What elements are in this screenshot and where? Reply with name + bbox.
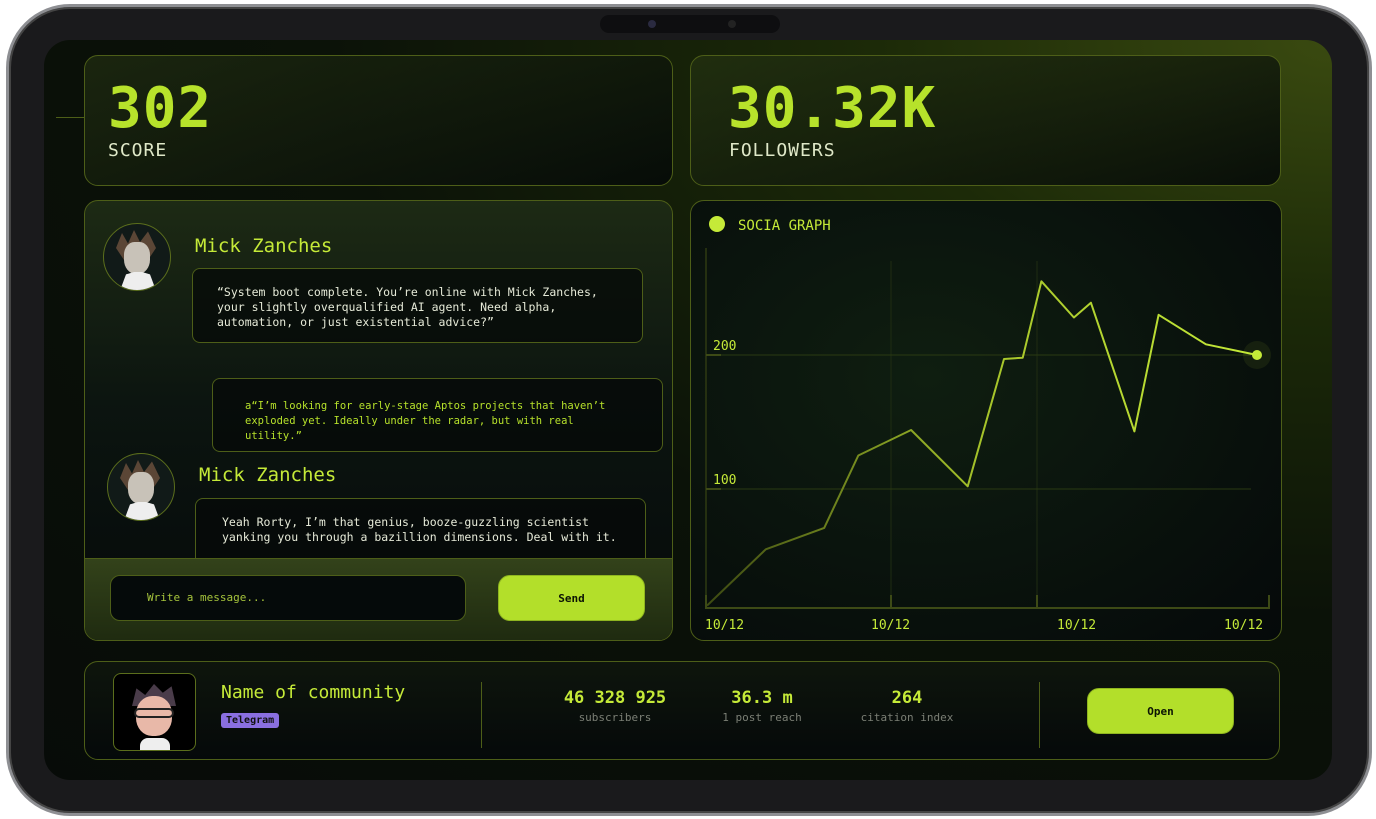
divider xyxy=(1039,682,1040,748)
followers-card: 30.32K FOLLOWERS xyxy=(690,55,1281,186)
stat-subscribers: 46 328 925 subscribers xyxy=(563,688,667,724)
followers-value: 30.32K xyxy=(728,76,937,141)
chart-title: SOCIA GRAPH xyxy=(738,218,831,234)
stat-citation-index: 264 citation index xyxy=(860,688,954,724)
avatar xyxy=(107,453,175,521)
send-button[interactable]: Send xyxy=(498,575,645,621)
community-avatar xyxy=(113,673,196,751)
x-tick-label: 10/12 xyxy=(871,618,910,633)
message-composer: Write a message... Send xyxy=(85,558,672,640)
y-tick-label: 100 xyxy=(713,473,736,488)
x-axis xyxy=(705,595,1270,609)
camera-bar xyxy=(600,15,780,33)
social-graph-card: SOCIA GRAPH 100 200 10/12 10/12 10/12 10/12 xyxy=(690,200,1282,641)
social-graph-chart: SOCIA GRAPH 100 200 10/12 10/12 10/12 10/12 xyxy=(705,216,1271,633)
message-input[interactable]: Write a message... xyxy=(110,575,466,621)
score-card: 302 SCORE xyxy=(84,55,673,186)
screen: 302 SCORE 30.32K FOLLOWERS Mick Zanches … xyxy=(44,40,1332,780)
x-tick-label: 10/12 xyxy=(705,618,744,633)
y-tick-label: 200 xyxy=(713,339,736,354)
series-line xyxy=(706,280,1258,607)
community-card: Name of community Telegram 46 328 925 sub… xyxy=(84,661,1280,760)
legend-dot xyxy=(709,216,725,232)
avatar xyxy=(103,223,171,291)
divider xyxy=(481,682,482,748)
score-label: SCORE xyxy=(108,140,168,161)
sender-name: Mick Zanches xyxy=(199,464,337,486)
last-point-marker xyxy=(1252,350,1262,360)
x-tick-label: 10/12 xyxy=(1224,618,1263,633)
chat-message: “System boot complete. You’re online wit… xyxy=(192,268,643,343)
sender-name: Mick Zanches xyxy=(195,235,333,257)
open-button[interactable]: Open xyxy=(1087,688,1234,734)
user-message: a“I’m looking for early-stage Aptos proj… xyxy=(212,378,663,452)
platform-badge: Telegram xyxy=(221,713,280,728)
followers-label: FOLLOWERS xyxy=(729,140,836,161)
score-value: 302 xyxy=(108,76,213,141)
chat-panel: Mick Zanches “System boot complete. You’… xyxy=(84,200,673,641)
community-name: Name of community xyxy=(221,682,406,703)
x-tick-label: 10/12 xyxy=(1057,618,1096,633)
